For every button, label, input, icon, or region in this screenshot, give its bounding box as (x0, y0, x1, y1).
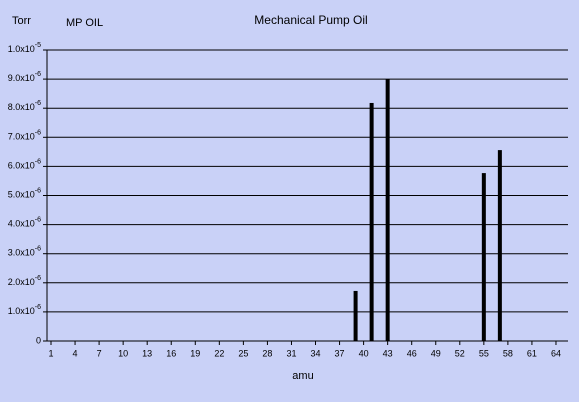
x-tick-label: 4 (73, 348, 78, 358)
x-tick-label: 1 (48, 348, 53, 358)
y-tick-label-base: 6.0x10 (8, 161, 35, 171)
x-tick-label: 31 (286, 348, 296, 358)
x-tick-label: 64 (551, 348, 561, 358)
y-tick-label: 1.0x10-6 (8, 304, 41, 317)
y-tick-label: 3.0x10-6 (8, 246, 41, 259)
x-tick-label: 34 (311, 348, 321, 358)
chart-title: Mechanical Pump Oil (254, 13, 367, 27)
x-tick-label: 52 (455, 348, 465, 358)
y-tick-label-base: 7.0x10 (8, 132, 35, 142)
x-tick-label: 43 (383, 348, 393, 358)
x-tick-label: 40 (359, 348, 369, 358)
x-tick-label: 10 (118, 348, 128, 358)
y-tick-label-exponent: -6 (35, 71, 41, 78)
x-tick-label: 58 (503, 348, 513, 358)
x-tick-label: 22 (214, 348, 224, 358)
x-tick-label: 28 (262, 348, 272, 358)
y-tick-label-exponent: -6 (35, 129, 41, 136)
x-tick-label: 46 (407, 348, 417, 358)
y-tick-label: 2.0x10-6 (8, 275, 41, 288)
y-tick-label: 5.0x10-6 (8, 187, 41, 200)
y-tick-label-base: 5.0x10 (8, 190, 35, 200)
x-tick-label: 49 (431, 348, 441, 358)
y-tick-label-exponent: -6 (35, 216, 41, 223)
x-tick-label: 55 (479, 348, 489, 358)
y-tick-label-exponent: -5 (35, 42, 41, 49)
x-tick-label: 13 (142, 348, 152, 358)
y-tick-label-base: 2.0x10 (8, 277, 35, 287)
y-tick-label: 7.0x10-6 (8, 129, 41, 142)
bar (385, 79, 390, 341)
y-tick-label-base: 1.0x10 (8, 44, 35, 54)
bar (481, 173, 486, 341)
x-tick-label: 37 (335, 348, 345, 358)
x-axis-label: amu (292, 370, 313, 382)
bar (369, 102, 374, 341)
y-tick-label: 4.0x10-6 (8, 216, 41, 229)
bar (497, 150, 502, 341)
x-tick-label: 25 (238, 348, 248, 358)
x-tick-label: 19 (190, 348, 200, 358)
y-tick-label: 1.0x10-5 (8, 42, 41, 55)
x-tick-label: 7 (97, 348, 102, 358)
y-tick-label: 8.0x10-6 (8, 100, 41, 113)
y-tick-label: 0 (36, 335, 41, 345)
y-tick-label-exponent: -6 (35, 100, 41, 107)
y-tick-label: 9.0x10-6 (8, 71, 41, 84)
y-tick-label-exponent: -6 (35, 158, 41, 165)
y-tick-label-base: 8.0x10 (8, 103, 35, 113)
y-tick-label-base: 9.0x10 (8, 73, 35, 83)
bar (353, 290, 358, 341)
x-tick-label: 61 (527, 348, 537, 358)
y-tick-label-base: 1.0x10 (8, 306, 35, 316)
chart-subtitle: MP OIL (66, 17, 103, 29)
y-tick-label: 6.0x10-6 (8, 158, 41, 171)
y-axis-label: Torr (12, 15, 31, 27)
y-tick-label-base: 4.0x10 (8, 219, 35, 229)
y-tick-label-exponent: -6 (35, 304, 41, 311)
y-tick-label-exponent: -6 (35, 246, 41, 253)
x-tick-label: 16 (166, 348, 176, 358)
y-tick-label-base: 3.0x10 (8, 248, 35, 258)
y-tick-label-exponent: -6 (35, 275, 41, 282)
y-tick-label-exponent: -6 (35, 187, 41, 194)
